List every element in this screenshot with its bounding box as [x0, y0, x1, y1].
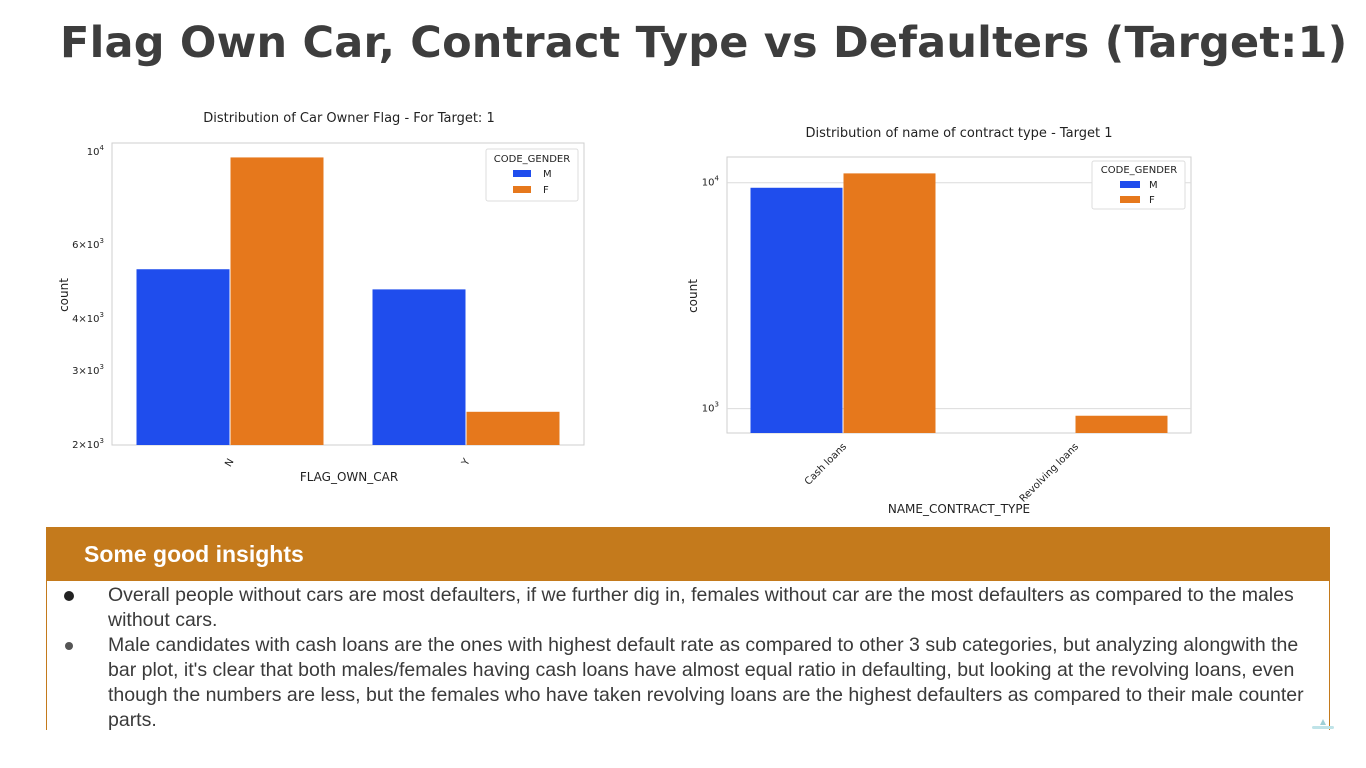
legend-swatch-m — [1120, 181, 1140, 188]
contract-type-chart: Distribution of name of contract type - … — [686, 126, 1192, 516]
y-tick-base: 10 — [702, 178, 715, 189]
bullet-dot-icon — [64, 591, 74, 601]
y-tick-base: 6×10 — [72, 240, 99, 251]
insight-item: Overall people without cars are most def… — [47, 583, 1329, 633]
y-tick-exponent: 3 — [100, 237, 104, 245]
bar-f-cash-loans — [843, 173, 936, 433]
legend-label-m: M — [1149, 180, 1158, 191]
x-tick-label: Cash loans — [803, 441, 849, 487]
bar-f-y — [466, 411, 560, 445]
bar-m-cash-loans — [750, 187, 843, 433]
x-axis-label: FLAG_OWN_CAR — [300, 470, 398, 484]
y-tick-exponent: 3 — [100, 363, 104, 371]
y-tick-label: 4×103 — [72, 311, 104, 325]
insights-header: Some good insights — [47, 527, 1329, 581]
legend: CODE_GENDER M F — [485, 148, 579, 202]
y-tick-label: 104 — [702, 175, 720, 189]
bullet-dot-icon — [65, 642, 73, 650]
car-owner-flag-chart: Distribution of Car Owner Flag - For Tar… — [57, 111, 585, 484]
bars — [136, 157, 560, 446]
legend-label-f: F — [543, 185, 549, 196]
insight-item: Male candidates with cash loans are the … — [47, 633, 1329, 733]
bar-f-revolving-loans — [1075, 415, 1168, 433]
y-tick-exponent: 3 — [100, 437, 104, 445]
x-axis-label: NAME_CONTRACT_TYPE — [888, 502, 1030, 516]
y-tick-label: 104 — [87, 144, 105, 158]
x-tick-label: Y — [460, 456, 474, 468]
bars — [750, 173, 1168, 433]
legend-title: CODE_GENDER — [1101, 165, 1177, 176]
legend-label-f: F — [1149, 195, 1155, 206]
legend-label-m: M — [543, 169, 552, 180]
insights-panel: Some good insights Overall people withou… — [46, 527, 1330, 733]
y-axis-label: count — [57, 278, 71, 312]
y-tick-base: 2×10 — [72, 440, 99, 451]
y-tick-exponent: 4 — [100, 144, 105, 152]
y-tick-label: 6×103 — [72, 237, 104, 251]
y-tick-base: 4×10 — [72, 314, 99, 325]
y-axis-label: count — [686, 279, 700, 313]
y-tick-label: 103 — [702, 401, 719, 415]
x-tick-label: N — [223, 457, 236, 469]
bar-f-n — [230, 157, 324, 446]
insights-title: Some good insights — [84, 540, 304, 567]
insight-text: Male candidates with cash loans are the … — [108, 634, 1304, 731]
y-tick-label: 3×103 — [72, 363, 104, 377]
legend-swatch-f — [513, 186, 531, 193]
insights-list: Overall people without cars are most def… — [47, 583, 1329, 733]
legend-swatch-m — [513, 170, 531, 177]
insight-text: Overall people without cars are most def… — [108, 584, 1294, 631]
legend-swatch-f — [1120, 196, 1140, 203]
y-tick-base: 10 — [702, 404, 715, 415]
y-tick-label: 2×103 — [72, 437, 104, 451]
bar-m-y — [372, 289, 466, 445]
legend-frame — [485, 148, 579, 202]
y-tick-base: 10 — [87, 147, 100, 158]
y-tick-exponent: 4 — [715, 175, 720, 183]
watermark-icon — [1312, 719, 1334, 729]
chart-title: Distribution of Car Owner Flag - For Tar… — [203, 111, 494, 126]
y-tick-exponent: 3 — [715, 401, 719, 409]
chart-title: Distribution of name of contract type - … — [805, 126, 1112, 141]
legend: CODE_GENDER M F — [1091, 160, 1186, 210]
bar-m-n — [136, 269, 230, 445]
x-tick-labels: Cash loans Revolving loans — [803, 441, 1081, 504]
page-title: Flag Own Car, Contract Type vs Defaulter… — [60, 18, 1348, 68]
x-tick-label: Revolving loans — [1018, 441, 1081, 504]
y-tick-base: 3×10 — [72, 366, 99, 377]
legend-title: CODE_GENDER — [494, 154, 570, 165]
y-tick-exponent: 3 — [100, 311, 104, 319]
